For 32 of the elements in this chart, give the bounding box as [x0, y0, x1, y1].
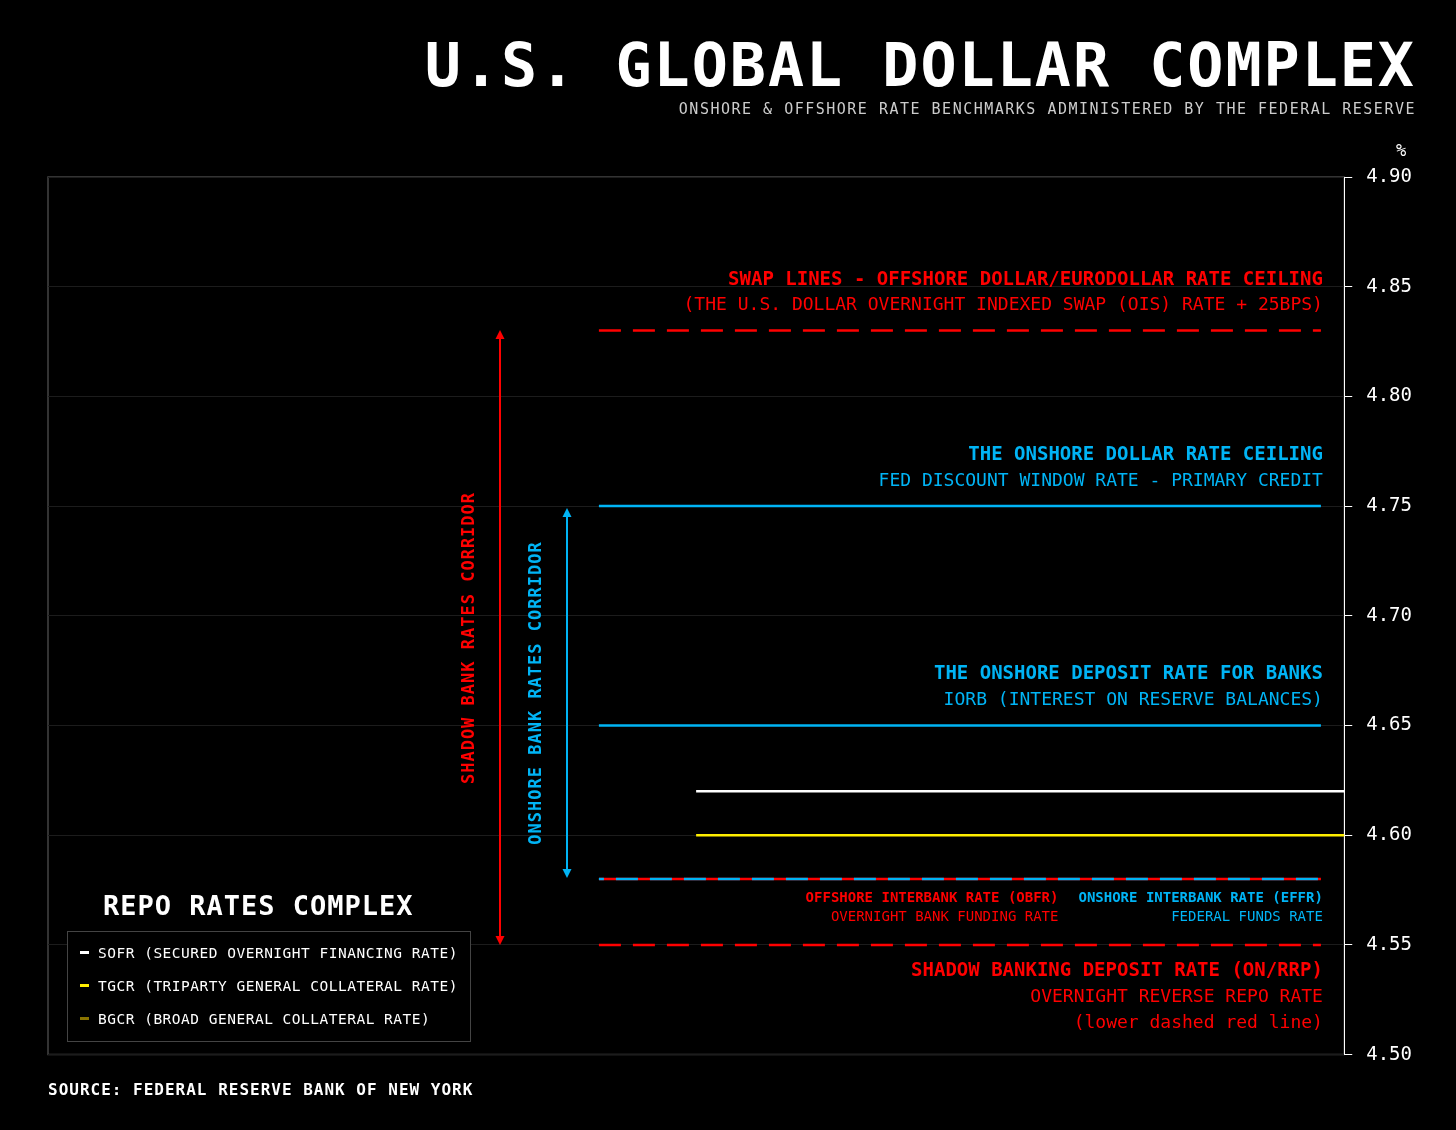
annotation: OVERNIGHT REVERSE REPO RATE [1030, 984, 1323, 1006]
legend-label: BGCR (BROAD GENERAL COLLATERAL RATE) [98, 1010, 431, 1027]
y-tick-label: 4.70 [1366, 602, 1413, 625]
source-note: SOURCE: FEDERAL RESERVE BANK OF NEW YORK [48, 1080, 474, 1099]
annotation: FED DISCOUNT WINDOW RATE - PRIMARY CREDIT [878, 468, 1324, 490]
ref-line-label: OFFSHORE INTERBANK RATE (OBFR) [805, 888, 1059, 905]
y-tick-label: 4.60 [1366, 822, 1413, 845]
annotation: (THE U.S. DOLLAR OVERNIGHT INDEXED SWAP (OIS) RATE + 25BPS) [683, 293, 1323, 315]
legend-label: TGCR (TRIPARTY GENERAL COLLATERAL RATE) [98, 977, 458, 994]
ref-line-label: SHADOW BANKING DEPOSIT RATE (ON/RRP) [911, 957, 1323, 980]
legend-label: SOFR (SECURED OVERNIGHT FINANCING RATE) [98, 944, 458, 961]
annotation: OVERNIGHT BANK FUNDING RATE [830, 907, 1059, 924]
chart-title: U.S. GLOBAL DOLLAR COMPLEX [424, 30, 1416, 100]
ref-line-label: SWAP LINES - OFFSHORE DOLLAR/EURODOLLAR RATE CEILING [728, 266, 1323, 289]
legend-title: REPO RATES COMPLEX [103, 890, 415, 921]
ref-line-label: ONSHORE INTERBANK RATE (EFFR) [1078, 888, 1323, 905]
annotation: (lower dashed red line) [1073, 1010, 1323, 1032]
annotation: IORB (INTEREST ON RESERVE BALANCES) [943, 688, 1323, 710]
y-tick-label: 4.75 [1366, 493, 1413, 516]
y-tick-label: 4.85 [1366, 273, 1413, 296]
annotation: ONSHORE BANK RATES CORRIDOR [525, 541, 545, 845]
ref-line-label: THE ONSHORE DEPOSIT RATE FOR BANKS [933, 661, 1323, 684]
annotation: SHADOW BANK RATES CORRIDOR [458, 491, 478, 784]
y-tick-label: 4.80 [1366, 383, 1413, 406]
y-tick-label: 4.50 [1366, 1041, 1413, 1064]
y-tick-label: 4.65 [1366, 712, 1413, 735]
chart-subtitle: ONSHORE & OFFSHORE RATE BENCHMARKS ADMINISTERED BY THE FEDERAL RESERVE [678, 100, 1416, 118]
annotation: FEDERAL FUNDS RATE [1171, 907, 1323, 924]
y-tick-label: 4.90 [1366, 163, 1413, 186]
ref-line-label: THE ONSHORE DOLLAR RATE CEILING [968, 442, 1323, 465]
y-axis-title: % [1396, 140, 1407, 160]
y-tick-label: 4.55 [1366, 931, 1413, 954]
